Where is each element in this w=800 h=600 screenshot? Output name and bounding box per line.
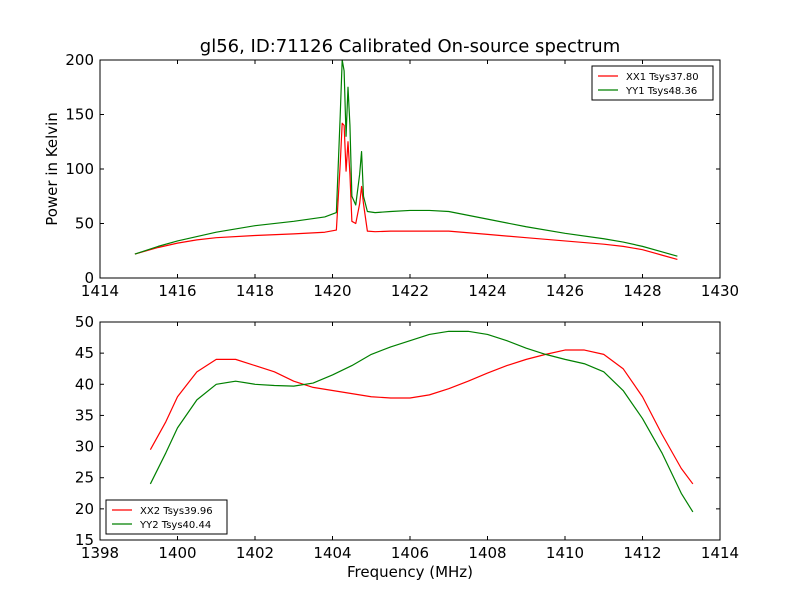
legend-label: YY1 Tsys48.36 [625,86,697,97]
top-plot: 1414 1416 1418 1420 1422 1424 1426 1428 1430 0 50 1… [43,51,739,300]
y-tick-label: 200 [65,51,94,69]
y-axis-label: Power in Kelvin [43,112,61,226]
x-tick-label: 1422 [391,282,429,300]
y-tick-label: 30 [75,438,94,456]
x-tick-label: 1402 [236,544,274,562]
legend-label: XX1 Tsys37.80 [626,72,699,83]
series-line-1-2 [134,59,678,257]
x-tick-label: 1398 [81,544,119,562]
x-tick-label: 1406 [391,544,429,562]
bottom-plot: 1398 1400 1402 1404 1406 1408 1410 1412 1414 15 20… [75,313,739,581]
y-tick-label: 0 [84,269,94,287]
legend: XX1 Tsys37.80 YY1 Tsys48.36 [591,65,714,101]
series-line-2-2 [149,330,694,513]
y-tick-label: 45 [75,344,94,362]
figure-title: gl56, ID:71126 Calibrated On-source spec… [200,36,620,57]
series-line-1-1 [134,122,678,261]
y-tick-label: 25 [75,469,94,487]
x-tick-label: 1414 [701,544,739,562]
legend-label: YY2 Tsys40.44 [139,520,211,531]
y-tick-label: 150 [65,106,94,124]
x-tick-label: 1410 [546,544,584,562]
legend-label: XX2 Tsys39.96 [140,506,213,517]
x-tick-label: 1430 [701,282,739,300]
y-tick-label: 35 [75,406,94,424]
y-tick-label: 100 [65,160,94,178]
x-tick-label: 1424 [468,282,506,300]
y-tick-label: 20 [75,500,94,518]
x-axis-label: Frequency (MHz) [347,563,473,581]
x-tick-label: 1414 [81,282,119,300]
x-tick-label: 1418 [236,282,274,300]
y-tick-label: 40 [75,375,94,393]
x-tick-label: 1412 [623,544,661,562]
x-tick-label: 1400 [158,544,196,562]
legend-box [591,65,714,101]
legend-box [105,499,228,535]
series-line-2-1 [149,349,694,485]
legend: XX2 Tsys39.96 YY2 Tsys40.44 [105,499,228,535]
y-tick-label: 50 [75,313,94,331]
x-tick-label: 1408 [468,544,506,562]
y-tick-label: 50 [75,215,94,233]
x-tick-label: 1404 [313,544,351,562]
x-tick-label: 1428 [623,282,661,300]
x-tick-label: 1416 [158,282,196,300]
y-tick-label: 15 [75,531,94,549]
x-tick-label: 1420 [313,282,351,300]
x-tick-label: 1426 [546,282,584,300]
